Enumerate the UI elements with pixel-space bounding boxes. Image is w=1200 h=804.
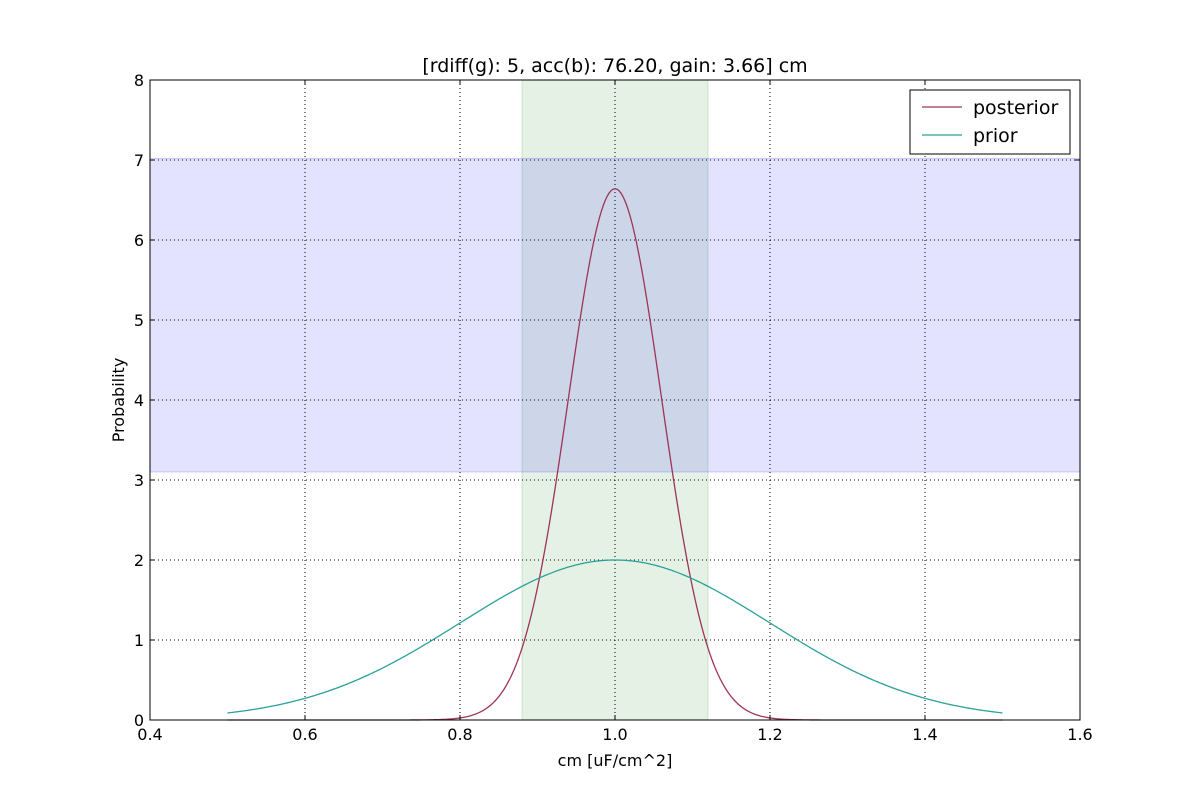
y-shaded-band-1 xyxy=(149,157,1081,473)
x-tick-label-3: 1.0 xyxy=(602,725,627,744)
x-tick-label-2: 0.8 xyxy=(447,725,472,744)
axis-ticks: 0.4 0.6 0.8 1.0 1.2 1.4 1.6 0 1 2 3 4 5 6 7 8 xyxy=(134,71,1093,744)
x-axis-title: cm [uF/cm^2] xyxy=(558,751,673,770)
x-tick-label-5: 1.4 xyxy=(912,725,937,744)
y-tick-label-7: 7 xyxy=(134,151,144,170)
shaded-regions xyxy=(149,79,1081,721)
x-tick-label-1: 0.6 xyxy=(292,725,317,744)
y-axis-title: Probability xyxy=(109,358,128,443)
y-tick-label-1: 1 xyxy=(134,631,144,650)
y-tick-label-2: 2 xyxy=(134,551,144,570)
x-tick-label-4: 1.2 xyxy=(757,725,782,744)
x-tick-label-0: 0.4 xyxy=(137,725,162,744)
chart-title: [rdiff(g): 5, acc(b): 76.20, gain: 3.66]… xyxy=(422,55,807,77)
y-tick-label-5: 5 xyxy=(134,311,144,330)
legend-box xyxy=(909,89,1071,155)
legend: posterior prior xyxy=(909,89,1071,155)
y-tick-label-6: 6 xyxy=(134,231,144,250)
y-tick-label-3: 3 xyxy=(134,471,144,490)
legend-label-prior: prior xyxy=(973,125,1018,147)
series-line-prior xyxy=(227,559,1003,714)
legend-label-posterior: posterior xyxy=(973,97,1058,119)
y-tick-label-0: 0 xyxy=(134,711,144,730)
y-tick-label-8: 8 xyxy=(134,71,144,90)
y-tick-label-4: 4 xyxy=(134,391,144,410)
x-tick-label-6: 1.6 xyxy=(1067,725,1092,744)
